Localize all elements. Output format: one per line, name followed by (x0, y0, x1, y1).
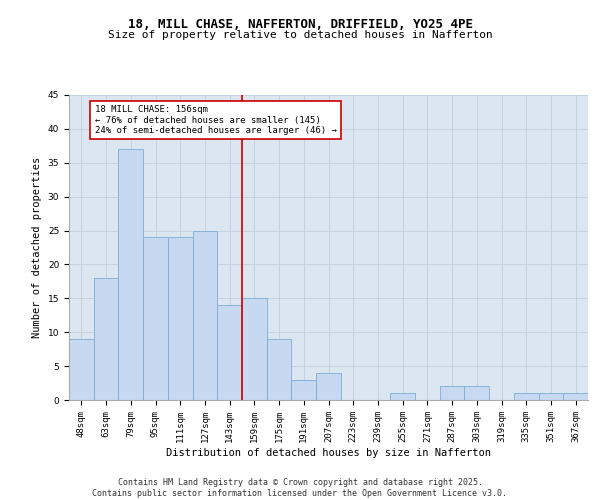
Bar (563, 393, 588, 400)
X-axis label: Distribution of detached houses by size in Nafferton: Distribution of detached houses by size … (166, 448, 491, 458)
Bar (440, 386, 464, 400)
Y-axis label: Number of detached properties: Number of detached properties (32, 157, 42, 338)
Text: Contains HM Land Registry data © Crown copyright and database right 2025.
Contai: Contains HM Land Registry data © Crown c… (92, 478, 508, 498)
Bar (390, 393, 415, 400)
Bar (464, 386, 489, 400)
Bar (193, 230, 217, 400)
Bar (94, 278, 118, 400)
Bar (267, 339, 292, 400)
Bar (514, 393, 539, 400)
Bar (292, 380, 316, 400)
Bar (168, 238, 193, 400)
Text: 18, MILL CHASE, NAFFERTON, DRIFFIELD, YO25 4PE: 18, MILL CHASE, NAFFERTON, DRIFFIELD, YO… (128, 18, 473, 30)
Bar (118, 149, 143, 400)
Bar (539, 393, 563, 400)
Bar (69, 339, 94, 400)
Bar (143, 238, 168, 400)
Text: 18 MILL CHASE: 156sqm
← 76% of detached houses are smaller (145)
24% of semi-det: 18 MILL CHASE: 156sqm ← 76% of detached … (95, 105, 337, 135)
Bar (316, 373, 341, 400)
Bar (217, 305, 242, 400)
Text: Size of property relative to detached houses in Nafferton: Size of property relative to detached ho… (107, 30, 493, 40)
Bar (242, 298, 267, 400)
